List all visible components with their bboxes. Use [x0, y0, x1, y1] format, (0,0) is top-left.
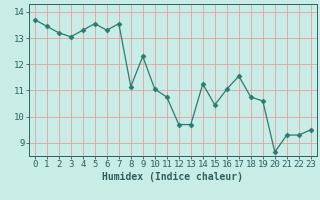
X-axis label: Humidex (Indice chaleur): Humidex (Indice chaleur) [102, 172, 243, 182]
